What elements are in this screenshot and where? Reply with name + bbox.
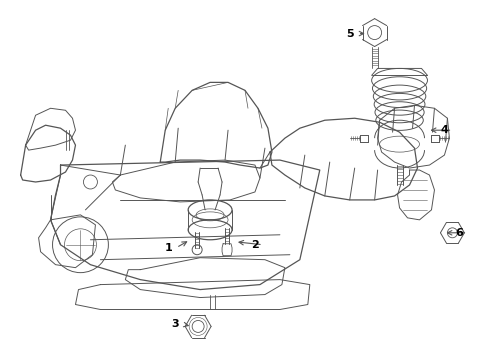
Text: 4: 4: [441, 125, 448, 135]
Text: 6: 6: [455, 228, 464, 238]
Text: 5: 5: [346, 28, 353, 39]
Text: 1: 1: [164, 243, 172, 253]
Text: 2: 2: [251, 240, 259, 250]
Text: 3: 3: [172, 319, 179, 329]
